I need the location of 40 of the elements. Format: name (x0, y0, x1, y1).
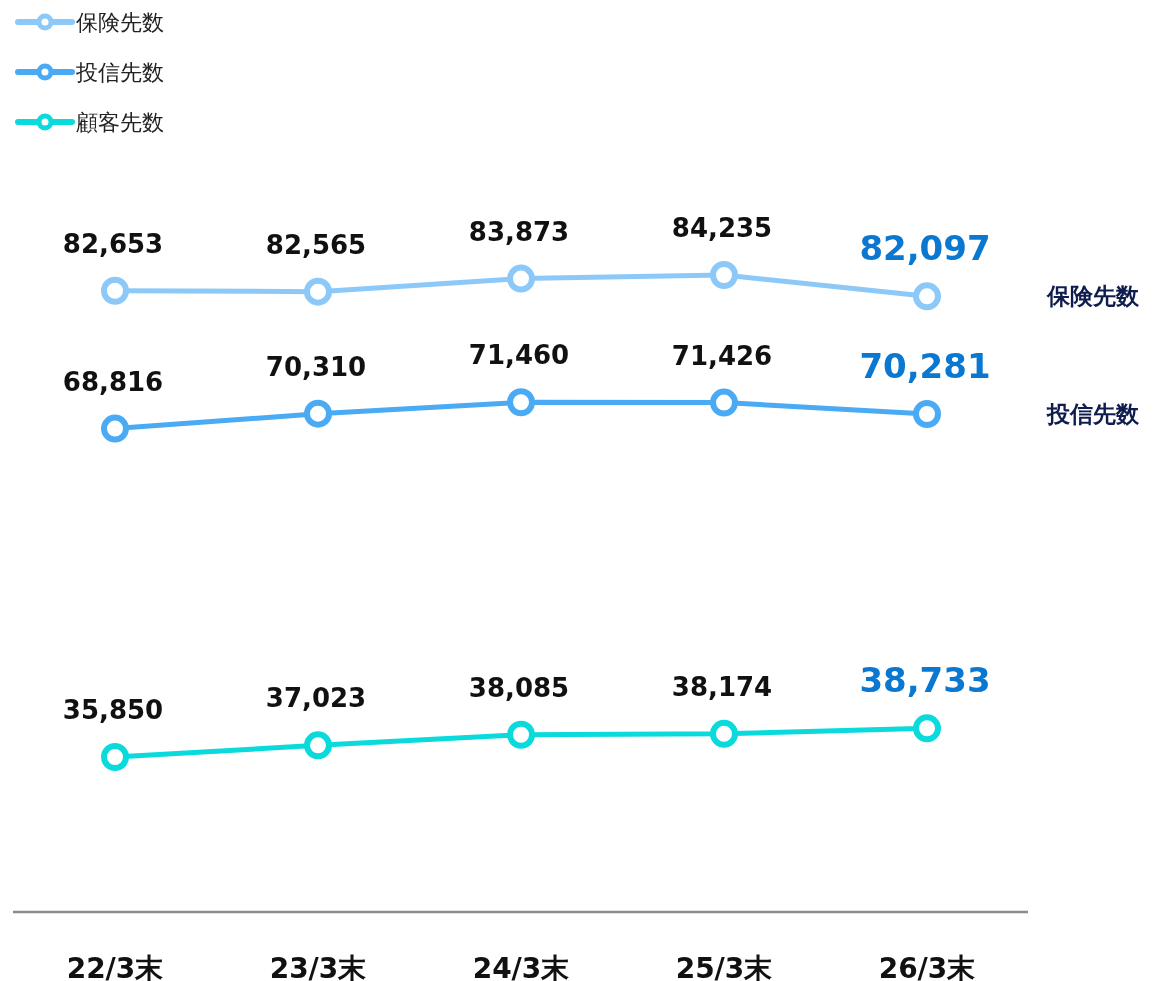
data-label: 38,733 (859, 660, 991, 701)
data-label: 70,281 (859, 346, 991, 387)
data-label: 38,085 (468, 672, 570, 703)
data-label: 82,653 (62, 228, 164, 259)
point (304, 277, 332, 306)
point (913, 400, 941, 429)
x-tick-label: 22/3末 (66, 952, 164, 981)
legend-label: 顧客先数 (76, 110, 164, 135)
data-label: 71,460 (468, 340, 570, 371)
data-label: 83,873 (468, 216, 570, 247)
data-label: 82,565 (265, 229, 367, 260)
x-tick-label: 24/3末 (472, 952, 570, 981)
point (101, 743, 129, 771)
data-label: 84,235 (671, 213, 773, 243)
data-label: 71,426 (671, 340, 773, 371)
point (710, 719, 738, 748)
data-label: 70,310 (265, 351, 367, 382)
data-label: 38,174 (671, 671, 773, 702)
point (101, 414, 129, 443)
point (913, 714, 941, 743)
data-label: 82,097 (859, 228, 991, 269)
point (507, 264, 535, 293)
point (507, 388, 535, 417)
text: 投信先数 (1046, 401, 1140, 428)
point (710, 261, 738, 289)
legend-label: 保険先数 (76, 10, 164, 35)
point (304, 399, 332, 428)
x-tick-label: 25/3末 (675, 952, 773, 981)
data-label: 37,023 (265, 683, 367, 714)
point (101, 276, 129, 305)
x-tick-label: 23/3末 (269, 952, 367, 981)
text: 保険先数 (1046, 283, 1140, 310)
point (913, 282, 941, 311)
data-label: 68,816 (62, 366, 164, 397)
point (710, 388, 738, 417)
data-label: 35,850 (62, 695, 164, 725)
point (507, 720, 535, 749)
x-tick-label: 26/3末 (878, 952, 976, 981)
legend-label: 投信先数 (75, 60, 164, 85)
point (304, 731, 332, 760)
